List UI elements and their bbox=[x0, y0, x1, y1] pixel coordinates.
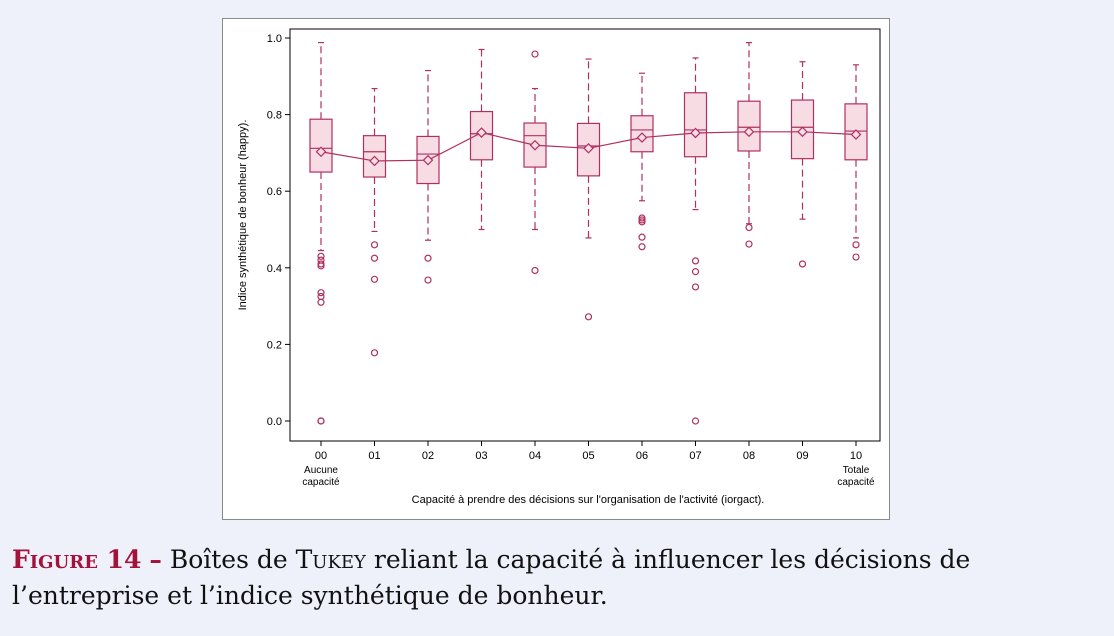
plot-frame bbox=[289, 28, 881, 442]
caption-tukey: Tukey bbox=[295, 545, 366, 574]
box-06 bbox=[630, 72, 654, 251]
y-axis: 0.0 0.2 0.4 0.6 0.8 1.0 bbox=[267, 33, 290, 428]
box-04 bbox=[523, 50, 547, 275]
x-tick-label-01: 01 bbox=[368, 450, 380, 462]
y-tick-label-1: 0.2 bbox=[267, 339, 282, 351]
y-tick-label-4: 0.8 bbox=[267, 110, 282, 122]
outlier-10-1 bbox=[852, 253, 860, 261]
x-tick-label-00: 00 bbox=[315, 450, 327, 462]
box-iqr-07 bbox=[683, 92, 708, 158]
outlier-06-3 bbox=[638, 233, 646, 241]
mean-marker-04 bbox=[529, 139, 541, 151]
box-09 bbox=[790, 61, 815, 268]
outlier-07-2 bbox=[691, 283, 700, 291]
caption-figure-number: Figure 14 bbox=[12, 545, 142, 574]
mean-marker-09 bbox=[797, 126, 808, 138]
x-tick-label-02: 02 bbox=[422, 450, 434, 462]
outlier-00-4 bbox=[317, 289, 325, 297]
outlier-07-1 bbox=[691, 268, 700, 276]
box-07 bbox=[683, 57, 708, 425]
x-sublabel-00-1: capacité bbox=[302, 477, 340, 488]
x-axis-label: Capacité à prendre des décisions sur l'o… bbox=[412, 494, 765, 506]
mean-marker-06 bbox=[636, 132, 648, 143]
y-tick-label-0: 0.0 bbox=[267, 416, 282, 428]
x-tick-label-06: 06 bbox=[636, 450, 648, 462]
x-tick-label-07: 07 bbox=[689, 450, 701, 462]
x-tick-label-08: 08 bbox=[743, 450, 755, 462]
mean-marker-08 bbox=[743, 126, 755, 138]
outlier-01-2 bbox=[370, 275, 379, 283]
outlier-07-3 bbox=[691, 417, 700, 425]
x-tick-label-09: 09 bbox=[796, 450, 808, 462]
figure-panel: 0.0 0.2 0.4 0.6 0.8 1.0 00 Aucune capacité 01 02 0… bbox=[222, 18, 890, 520]
box-10 bbox=[844, 64, 868, 261]
outlier-00-6 bbox=[317, 298, 325, 306]
x-sublabel-00-0: Aucune bbox=[304, 465, 338, 476]
x-tick-label-05: 05 bbox=[582, 450, 594, 462]
outlier-10-0 bbox=[852, 241, 860, 249]
outlier-00-0 bbox=[317, 252, 325, 260]
outlier-08-0 bbox=[745, 223, 753, 232]
x-sublabel-10-0: Totale bbox=[843, 465, 870, 476]
y-tick-label-3: 0.6 bbox=[267, 186, 282, 198]
box-iqr-00 bbox=[309, 118, 333, 173]
x-tick-label-10: 10 bbox=[850, 450, 862, 462]
outlier-01-1 bbox=[370, 254, 379, 262]
mean-marker-05 bbox=[583, 142, 594, 154]
y-tick-label-2: 0.4 bbox=[267, 263, 282, 275]
outlier-06-2 bbox=[638, 218, 646, 226]
x-tick-label-04: 04 bbox=[529, 450, 541, 462]
box-iqr-08 bbox=[737, 100, 761, 152]
outlier-09-0 bbox=[798, 260, 807, 268]
mean-marker-02 bbox=[422, 154, 434, 166]
box-00 bbox=[309, 41, 333, 425]
box-02 bbox=[416, 69, 440, 284]
mean-marker-03 bbox=[476, 127, 487, 138]
outlier-01-3 bbox=[370, 349, 379, 357]
boxes bbox=[309, 41, 868, 425]
outlier-01-0 bbox=[370, 241, 379, 249]
y-tick-label-5: 1.0 bbox=[267, 33, 282, 45]
box-05 bbox=[576, 58, 601, 321]
mean-marker-07 bbox=[690, 127, 701, 139]
outlier-05-0 bbox=[584, 313, 593, 321]
x-sublabel-10-1: capacité bbox=[837, 477, 875, 488]
mean-marker-10 bbox=[850, 129, 862, 140]
outlier-02-1 bbox=[424, 276, 432, 284]
caption-dash: – bbox=[149, 545, 162, 574]
caption-text-after: reliant la capacité à influencer les déc… bbox=[12, 545, 971, 610]
outlier-00-8 bbox=[317, 417, 325, 425]
outlier-07-0 bbox=[691, 257, 700, 265]
outlier-08-1 bbox=[745, 240, 753, 248]
outlier-00-5 bbox=[317, 292, 325, 301]
y-axis-label: Indice synthétique de bonheur (happy). bbox=[237, 120, 249, 311]
outlier-06-4 bbox=[638, 243, 646, 251]
outlier-04-0 bbox=[531, 50, 539, 58]
outlier-00-3 bbox=[317, 262, 325, 270]
mean-marker-00 bbox=[315, 146, 327, 158]
figure-caption: Figure 14 – Boîtes de Tukey reliant la c… bbox=[12, 542, 1104, 614]
mean-marker-01 bbox=[369, 155, 380, 167]
outlier-04-1 bbox=[531, 266, 539, 275]
box-01 bbox=[362, 87, 387, 357]
box-08 bbox=[737, 41, 761, 248]
outlier-02-0 bbox=[424, 254, 432, 262]
box-03 bbox=[469, 48, 494, 231]
caption-text-before: Boîtes de bbox=[169, 545, 288, 574]
mean-markers bbox=[315, 126, 862, 167]
x-tick-label-03: 03 bbox=[475, 450, 487, 462]
